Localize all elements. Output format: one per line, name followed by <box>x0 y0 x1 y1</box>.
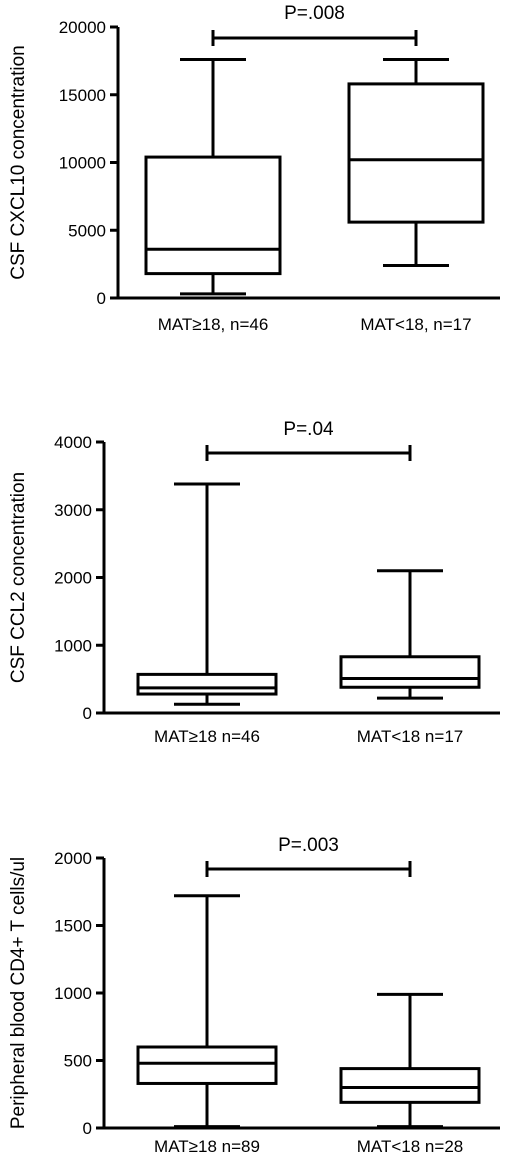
y-tick-label: 500 <box>64 1052 92 1071</box>
x-category-label: MAT<18 n=17 <box>357 727 463 746</box>
y-tick-label: 10000 <box>59 154 106 173</box>
box-plot-group-2 <box>339 569 481 700</box>
y-tick-label: 0 <box>97 289 106 308</box>
y-tick-label: 15000 <box>59 86 106 105</box>
box-plot-group-2 <box>339 992 481 1129</box>
y-tick-label: 0 <box>83 1119 92 1138</box>
x-category-label: MAT≥18 n=89 <box>154 1137 260 1156</box>
box-plot-group-1 <box>144 58 282 296</box>
p-value-annotation: P=.003 <box>278 835 339 856</box>
y-tick-label: 3000 <box>54 501 92 520</box>
box-plot-group-2 <box>347 58 485 267</box>
chart-panel-2: 0 1000 2000 3000 4000 CSF CCL2 concentration M… <box>8 419 500 746</box>
p-value-annotation: P=.04 <box>283 419 334 440</box>
y-axis-label: CSF CCL2 concentration <box>8 472 29 683</box>
y-tick-label: 1000 <box>54 984 92 1003</box>
y-tick-label: 20000 <box>59 18 106 37</box>
box-iqr <box>144 155 282 276</box>
box-iqr <box>339 655 481 689</box>
y-tick-label: 2000 <box>54 849 92 868</box>
x-category-label: MAT≥18, n=46 <box>158 315 269 334</box>
chart-panel-3: 0 500 1000 1500 2000 Peripheral blood CD4+ T … <box>8 835 500 1156</box>
box-iqr <box>347 82 485 224</box>
y-tick-label: 4000 <box>54 433 92 452</box>
chart-panel-1: 0 5000 10000 15000 20000 CSF CXCL10 concentra… <box>8 3 500 334</box>
y-axis-label: CSF CXCL10 concentration <box>8 45 29 279</box>
y-tick-label: 0 <box>83 704 92 723</box>
box-iqr <box>339 1067 481 1104</box>
x-category-label: MAT<18 n=28 <box>357 1137 463 1156</box>
x-category-label: MAT≥18 n=46 <box>154 727 260 746</box>
p-value-annotation: P=.008 <box>284 3 345 24</box>
x-category-label: MAT<18, n=17 <box>360 315 471 334</box>
y-tick-label: 5000 <box>68 221 106 240</box>
y-tick-label: 1500 <box>54 917 92 936</box>
box-iqr <box>136 672 278 696</box>
y-tick-label: 2000 <box>54 569 92 588</box>
y-axis-label: Peripheral blood CD4+ T cells/ul <box>8 857 29 1129</box>
box-plot-group-1 <box>136 894 278 1129</box>
box-plot-group-1 <box>136 482 278 706</box>
y-tick-label: 1000 <box>54 636 92 655</box>
box-iqr <box>136 1045 278 1085</box>
